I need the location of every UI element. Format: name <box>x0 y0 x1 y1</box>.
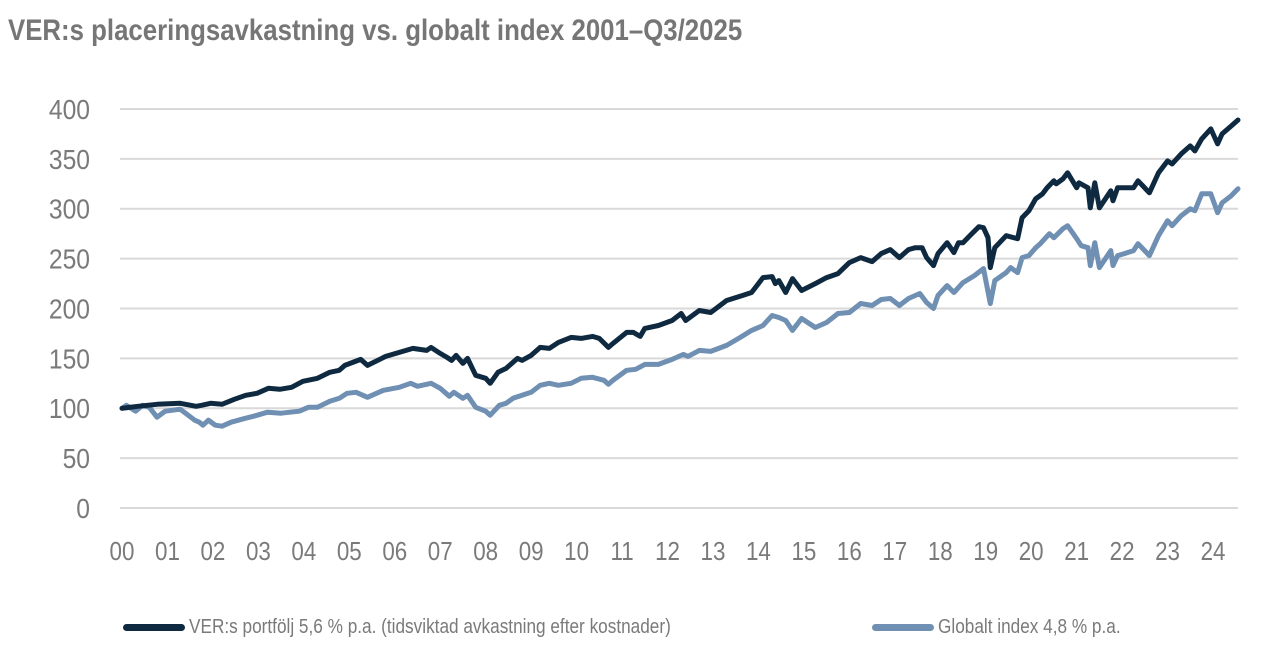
x-tick-label: 13 <box>701 537 726 566</box>
x-tick-label: 08 <box>473 537 498 566</box>
x-axis-ticks: 00 01 02 03 04 05 06 07 08 09 10 11 12 13 14 15 16 17 18 19… <box>110 537 1226 566</box>
y-tick-label: 100 <box>49 393 90 425</box>
x-tick-label: 17 <box>882 537 907 566</box>
x-tick-label: 22 <box>1110 537 1135 566</box>
x-tick-label: 12 <box>655 537 680 566</box>
legend-item-portfolio: VER:s portfölj 5,6 % p.a. (tidsviktad av… <box>123 616 749 639</box>
x-tick-label: 11 <box>610 537 633 566</box>
x-tick-label: 07 <box>428 537 453 566</box>
legend-swatch-global-index <box>872 624 934 631</box>
legend-swatch-portfolio <box>123 624 185 631</box>
y-tick-label: 0 <box>76 493 90 525</box>
y-tick-label: 350 <box>49 143 90 175</box>
x-tick-label: 09 <box>519 537 544 566</box>
series-lines <box>119 117 1241 429</box>
x-tick-label: 15 <box>791 537 816 566</box>
x-tick-label: 24 <box>1201 537 1226 566</box>
y-tick-label: 400 <box>49 94 90 126</box>
y-tick-label: 150 <box>49 343 90 375</box>
x-tick-label: 18 <box>928 537 953 566</box>
y-tick-label: 200 <box>49 293 90 325</box>
legend-label-portfolio: VER:s portfölj 5,6 % p.a. (tidsviktad av… <box>189 616 671 638</box>
x-tick-label: 05 <box>337 537 362 566</box>
x-tick-label: 02 <box>200 537 225 566</box>
x-tick-label: 14 <box>746 537 771 566</box>
gridlines <box>120 108 1238 509</box>
x-tick-label: 19 <box>973 537 998 566</box>
y-tick-label: 250 <box>49 243 90 275</box>
chart-title: VER:s placeringsavkastning vs. globalt i… <box>8 14 743 47</box>
legend-label-global-index: Globalt index 4,8 % p.a. <box>938 616 1121 638</box>
x-tick-label: 03 <box>246 537 271 566</box>
x-tick-label: 16 <box>837 537 862 566</box>
x-tick-label: 04 <box>291 537 316 566</box>
x-tick-label: 20 <box>1019 537 1044 566</box>
x-tick-label: 21 <box>1064 537 1089 566</box>
series-line-global-index <box>119 186 1241 429</box>
x-tick-label: 01 <box>155 537 180 566</box>
x-tick-label: 00 <box>110 537 135 566</box>
y-tick-label: 50 <box>63 443 90 475</box>
x-tick-label: 10 <box>564 537 589 566</box>
x-tick-label: 23 <box>1155 537 1180 566</box>
y-axis-ticks: 0 50 100 150 200 250 300 350 400 <box>49 94 90 525</box>
y-tick-label: 300 <box>49 193 90 225</box>
series-line-portfolio <box>119 117 1241 411</box>
legend-item-global-index: Globalt index 4,8 % p.a. <box>872 616 1150 639</box>
x-tick-label: 06 <box>382 537 407 566</box>
